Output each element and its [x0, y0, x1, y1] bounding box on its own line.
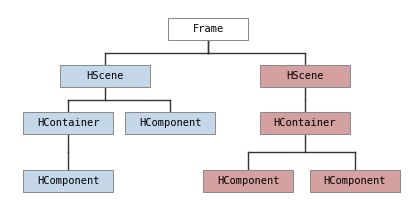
FancyBboxPatch shape	[125, 112, 215, 134]
FancyBboxPatch shape	[310, 170, 400, 192]
Text: HContainer: HContainer	[274, 118, 336, 128]
FancyBboxPatch shape	[60, 65, 150, 87]
Text: HComponent: HComponent	[37, 176, 99, 186]
Text: HScene: HScene	[86, 71, 124, 81]
Text: HScene: HScene	[286, 71, 324, 81]
Text: HContainer: HContainer	[37, 118, 99, 128]
Text: HComponent: HComponent	[217, 176, 279, 186]
Text: Frame: Frame	[192, 24, 224, 34]
FancyBboxPatch shape	[23, 112, 113, 134]
Text: HComponent: HComponent	[139, 118, 201, 128]
FancyBboxPatch shape	[168, 18, 248, 40]
FancyBboxPatch shape	[260, 112, 350, 134]
FancyBboxPatch shape	[23, 170, 113, 192]
Text: HComponent: HComponent	[324, 176, 386, 186]
FancyBboxPatch shape	[260, 65, 350, 87]
FancyBboxPatch shape	[203, 170, 293, 192]
